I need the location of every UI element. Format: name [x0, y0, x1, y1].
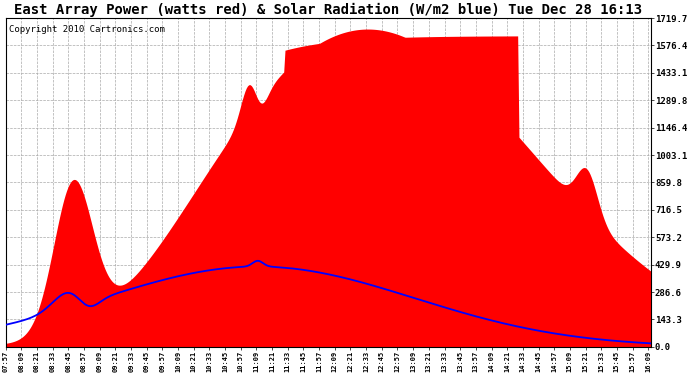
- Text: Copyright 2010 Cartronics.com: Copyright 2010 Cartronics.com: [9, 25, 165, 34]
- Title: East Array Power (watts red) & Solar Radiation (W/m2 blue) Tue Dec 28 16:13: East Array Power (watts red) & Solar Rad…: [14, 3, 642, 17]
